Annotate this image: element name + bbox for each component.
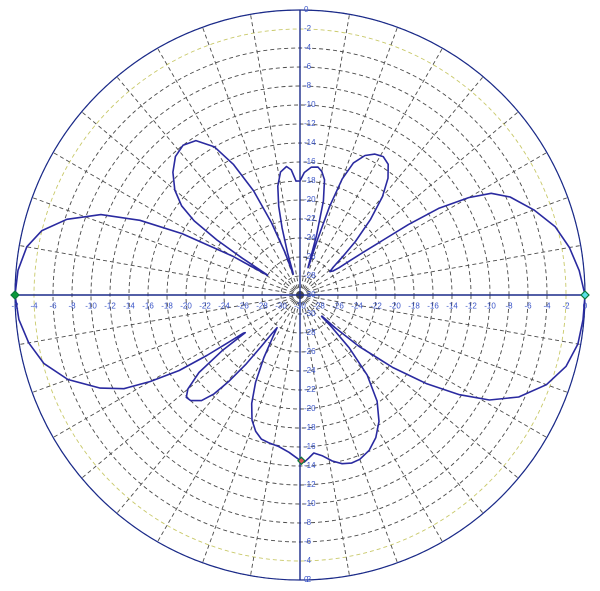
svg-text:-24: -24 — [304, 366, 316, 375]
svg-text:-20: -20 — [180, 302, 192, 311]
svg-text:-4: -4 — [304, 556, 312, 565]
svg-text:-6: -6 — [49, 302, 57, 311]
svg-text:-2: -2 — [562, 302, 570, 311]
svg-text:-28: -28 — [304, 271, 316, 280]
svg-text:-24: -24 — [218, 302, 230, 311]
svg-text:-22: -22 — [304, 385, 316, 394]
svg-text:-30: -30 — [275, 302, 287, 311]
svg-text:-8: -8 — [304, 518, 312, 527]
svg-text:-10: -10 — [304, 499, 316, 508]
svg-text:-16: -16 — [427, 302, 439, 311]
svg-text:-2: -2 — [304, 24, 312, 33]
svg-text:-18: -18 — [408, 302, 420, 311]
svg-text:-6: -6 — [304, 537, 312, 546]
svg-text:-8: -8 — [304, 81, 312, 90]
svg-text:-6: -6 — [304, 62, 312, 71]
svg-text:-30: -30 — [304, 309, 316, 318]
svg-text:-14: -14 — [304, 138, 316, 147]
svg-text:-28: -28 — [304, 328, 316, 337]
svg-text:-10: -10 — [484, 302, 496, 311]
svg-text:-6: -6 — [524, 302, 532, 311]
svg-text:-22: -22 — [370, 302, 382, 311]
svg-text:-20: -20 — [389, 302, 401, 311]
svg-text:-14: -14 — [446, 302, 458, 311]
svg-text:-20: -20 — [304, 404, 316, 413]
svg-text:-16: -16 — [142, 302, 154, 311]
svg-text:-26: -26 — [304, 347, 316, 356]
svg-text:-12: -12 — [304, 119, 316, 128]
svg-text:-4: -4 — [543, 302, 551, 311]
svg-text:-8: -8 — [68, 302, 76, 311]
svg-text:-18: -18 — [304, 423, 316, 432]
svg-text:-10: -10 — [85, 302, 97, 311]
svg-text:-18: -18 — [161, 302, 173, 311]
svg-text:-30: -30 — [304, 290, 316, 299]
svg-text:0: 0 — [304, 575, 309, 584]
svg-text:-12: -12 — [465, 302, 477, 311]
svg-text:0: 0 — [304, 5, 309, 14]
svg-text:-22: -22 — [304, 214, 316, 223]
svg-text:-20: -20 — [304, 195, 316, 204]
polar-plot: 0-2-4-6-8-10-12-14-16-18-20-22-24-26-28-… — [0, 0, 600, 591]
svg-text:-16: -16 — [304, 442, 316, 451]
svg-text:-10: -10 — [304, 100, 316, 109]
svg-text:-14: -14 — [304, 461, 316, 470]
svg-text:-4: -4 — [304, 43, 312, 52]
svg-text:-16: -16 — [304, 157, 316, 166]
svg-text:-24: -24 — [351, 302, 363, 311]
svg-text:-22: -22 — [199, 302, 211, 311]
svg-text:-4: -4 — [30, 302, 38, 311]
svg-text:-14: -14 — [123, 302, 135, 311]
svg-text:-28: -28 — [256, 302, 268, 311]
svg-text:-12: -12 — [104, 302, 116, 311]
svg-text:-12: -12 — [304, 480, 316, 489]
svg-text:-26: -26 — [237, 302, 249, 311]
svg-text:-8: -8 — [505, 302, 513, 311]
svg-text:-26: -26 — [332, 302, 344, 311]
svg-text:-18: -18 — [304, 176, 316, 185]
